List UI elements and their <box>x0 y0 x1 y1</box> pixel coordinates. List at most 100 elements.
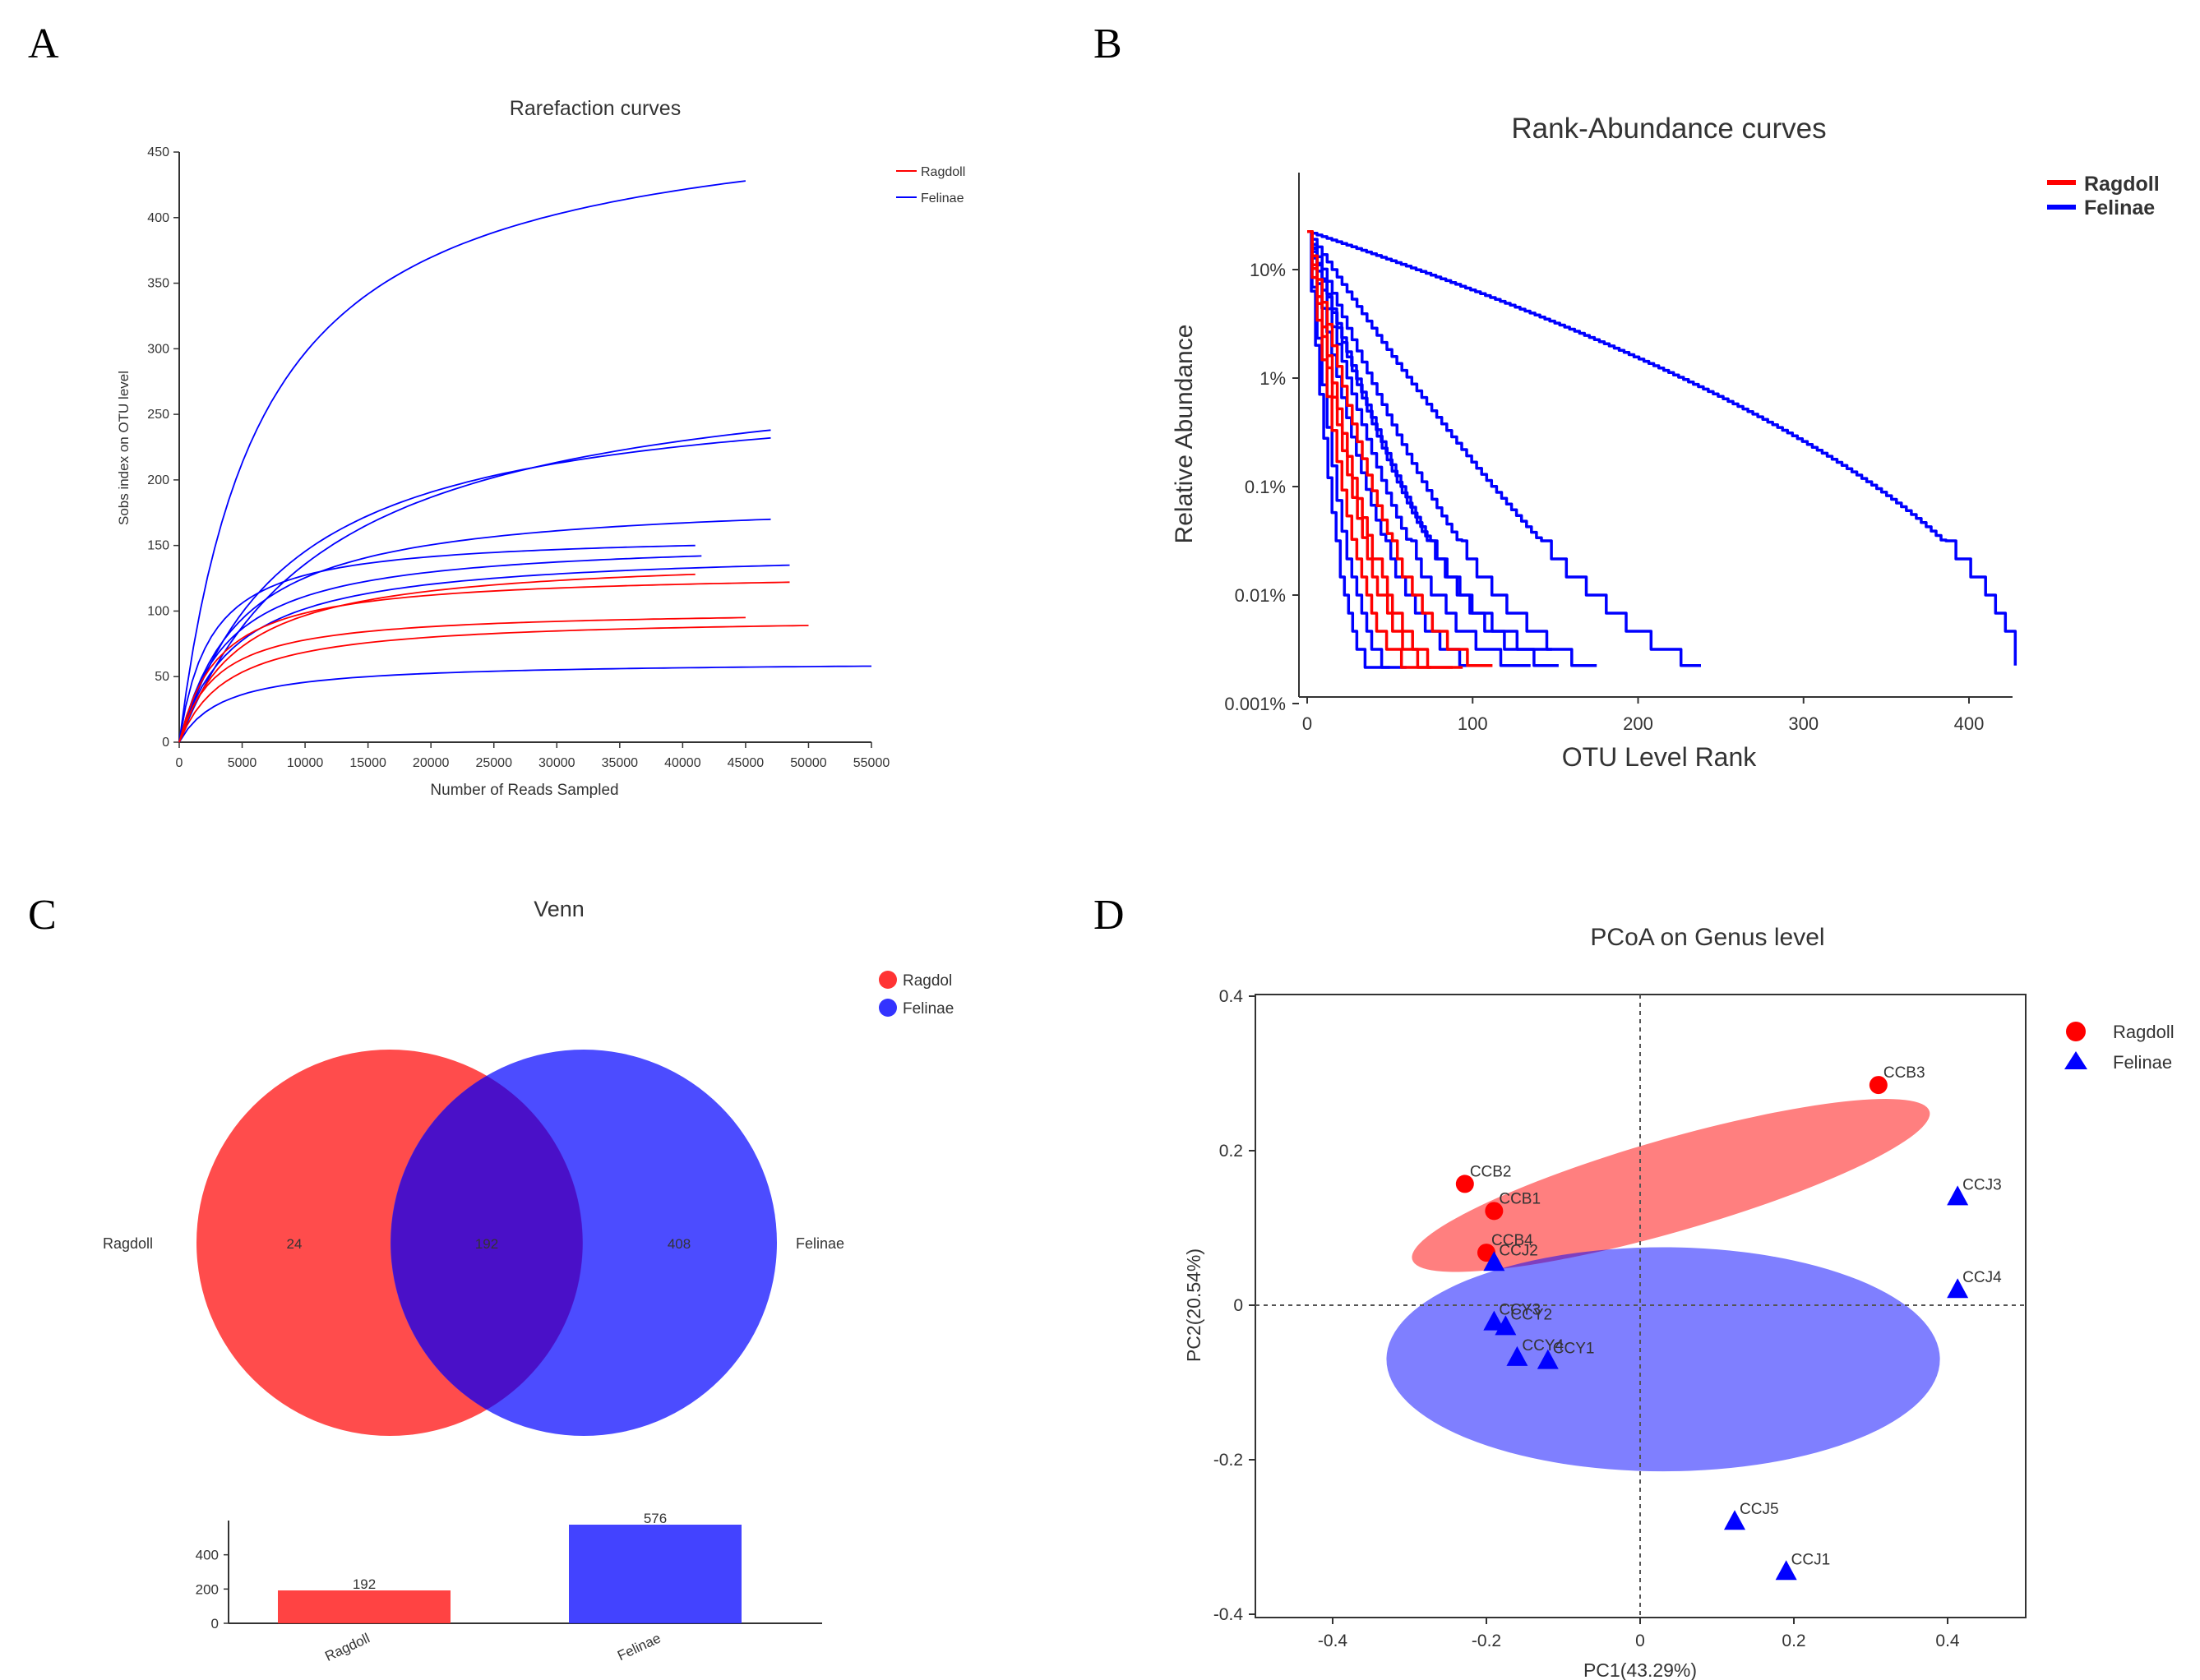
rarefaction-x-tick-label: 0 <box>176 756 183 770</box>
rarefaction-y-tick-label: 150 <box>147 539 169 553</box>
pcoa-y-tick-label: 0.4 <box>1219 987 1244 1006</box>
venn-intersection <box>391 1076 583 1410</box>
venn-bar-y-tick-label: 400 <box>196 1548 219 1563</box>
pcoa-x-label: PC1(43.29%) <box>1583 1659 1697 1680</box>
pcoa-ellipse-felinae <box>1386 1247 1940 1472</box>
rarefaction-curve-felinae <box>178 518 771 743</box>
rank-abundance-x-tick-label: 300 <box>1788 713 1819 734</box>
pcoa-point-label: CCJ4 <box>1962 1269 2002 1286</box>
pcoa-point-label: CCB2 <box>1470 1163 1512 1180</box>
rarefaction-y-label: Sobs index on OTU level <box>116 371 132 525</box>
rarefaction-x-tick-label: 30000 <box>538 756 575 770</box>
venn-count-shared: 192 <box>475 1236 498 1252</box>
pcoa-point-ccj3 <box>1947 1185 1969 1206</box>
rarefaction-curve-felinae <box>178 429 771 743</box>
pcoa-point-label: CCY2 <box>1510 1306 1552 1323</box>
venn-set-label-felinae: Felinae <box>796 1235 844 1252</box>
rarefaction-y-tick-label: 350 <box>147 277 169 291</box>
legend-label-felinae: Felinae <box>2113 1052 2172 1073</box>
panel-label-c: C <box>28 892 57 939</box>
rank-abundance-panel: Rank-Abundance curves 0 100 200 300 400 10% 1%… <box>1171 113 2160 772</box>
pcoa-x-tick-label: -0.4 <box>1318 1632 1348 1650</box>
rank-abundance-curve-felinae <box>1307 230 1701 667</box>
pcoa-x-tick-label: 0.2 <box>1782 1632 1805 1650</box>
rank-abundance-x-tick-label: 400 <box>1954 713 1985 734</box>
rarefaction-title: Rarefaction curves <box>510 97 681 120</box>
pcoa-point-label: CCY3 <box>1499 1302 1541 1319</box>
venn-bar-felinae <box>569 1525 742 1623</box>
legend-label-felinae: Felinae <box>2084 196 2155 219</box>
legend-label-ragdol: Ragdol <box>903 972 952 990</box>
pcoa-point-label: CCB3 <box>1883 1064 1925 1082</box>
rarefaction-y-tick-label: 100 <box>147 604 169 618</box>
rarefaction-x-tick-label: 20000 <box>413 756 450 770</box>
pcoa-point-ccb2 <box>1455 1175 1474 1193</box>
rank-abundance-y-tick-label: 1% <box>1259 368 1286 389</box>
pcoa-point-ccb1 <box>1485 1202 1504 1221</box>
rank-abundance-x-label: OTU Level Rank <box>1562 742 1758 772</box>
rarefaction-x-tick-label: 45000 <box>728 756 765 770</box>
pcoa-point-label: CCB1 <box>1499 1190 1541 1207</box>
rank-abundance-legend: Ragdoll Felinae <box>2047 173 2160 219</box>
rarefaction-x-label: Number of Reads Sampled <box>430 782 618 799</box>
rarefaction-curve-felinae <box>178 436 771 743</box>
rarefaction-curve-ragdoll <box>178 573 696 743</box>
rarefaction-legend: Ragdoll Felinae <box>896 165 965 205</box>
venn-count-ragdoll-only: 24 <box>287 1236 303 1252</box>
pcoa-point-ccy1 <box>1537 1349 1559 1369</box>
rank-abundance-x-tick-label: 0 <box>1302 713 1312 734</box>
legend-label-ragdoll: Ragdoll <box>2084 173 2160 196</box>
panel-label-d: D <box>1093 892 1125 939</box>
legend-dot-felinae <box>879 999 897 1017</box>
pcoa-point-label: CCY4 <box>1522 1337 1564 1355</box>
pcoa-point-label: CCJ2 <box>1499 1242 1538 1259</box>
pcoa-point-label: CCB4 <box>1491 1232 1533 1249</box>
pcoa-x-tick-label: -0.2 <box>1472 1632 1501 1650</box>
rank-abundance-x-tick-label: 100 <box>1458 713 1488 734</box>
rank-abundance-curve-felinae <box>1307 230 1597 667</box>
rarefaction-y-tick-label: 450 <box>147 145 169 159</box>
venn-bar-value-label: 576 <box>644 1511 667 1526</box>
rank-abundance-y-tick-label: 0.1% <box>1245 477 1286 497</box>
venn-bar-category-label: Felinae <box>615 1630 663 1664</box>
legend-label-felinae: Felinae <box>921 192 964 205</box>
pcoa-x-tick-label: 0 <box>1635 1632 1645 1650</box>
rarefaction-curve-felinae <box>178 665 871 743</box>
pcoa-y-tick-label: 0 <box>1233 1296 1243 1315</box>
venn-count-felinae-only: 408 <box>668 1236 691 1252</box>
rarefaction-y-tick-label: 200 <box>147 473 169 487</box>
pcoa-x-tick-label: 0.4 <box>1935 1632 1960 1650</box>
legend-dot-ragdol <box>879 971 897 989</box>
rarefaction-curve-felinae <box>178 544 696 743</box>
legend-label-felinae: Felinae <box>903 1000 954 1018</box>
rarefaction-y-tick-label: 50 <box>155 670 169 684</box>
venn-set-label-ragdoll: Ragdoll <box>103 1235 153 1252</box>
rarefaction-curve-felinae <box>178 180 746 743</box>
rank-abundance-curve-felinae <box>1307 230 1407 669</box>
venn-bar-value-label: 192 <box>353 1576 376 1592</box>
rank-abundance-curve-felinae <box>1307 230 2017 666</box>
legend-label-ragdoll: Ragdoll <box>921 165 965 179</box>
rank-abundance-y-tick-label: 0.001% <box>1224 694 1286 714</box>
rank-abundance-curve-ragdoll <box>1307 230 1463 669</box>
rarefaction-y-tick-label: 0 <box>162 736 169 750</box>
venn-bar-ragdoll <box>278 1590 451 1623</box>
rarefaction-panel: Rarefaction curves 0 5000 10000 15000 20000 2… <box>116 97 965 799</box>
rank-abundance-curve-felinae <box>1307 230 1552 651</box>
rank-abundance-curve-felinae <box>1307 230 1531 667</box>
pcoa-point-label: CCY1 <box>1553 1341 1595 1358</box>
pcoa-point-ccb3 <box>1869 1076 1888 1095</box>
rarefaction-x-tick-label: 25000 <box>475 756 512 770</box>
rank-abundance-curve-ragdoll <box>1307 230 1431 669</box>
venn-legend: Ragdol Felinae <box>879 971 954 1018</box>
rank-abundance-title: Rank-Abundance curves <box>1511 113 1826 145</box>
pcoa-point-ccj4 <box>1947 1278 1969 1299</box>
pcoa-point-label: CCJ5 <box>1740 1501 1779 1518</box>
rank-abundance-curve-felinae <box>1307 230 1559 667</box>
rarefaction-y-tick-label: 300 <box>147 342 169 356</box>
panel-label-a: A <box>28 21 59 67</box>
rarefaction-x-tick-label: 5000 <box>228 756 257 770</box>
venn-bar-category-label: Ragdoll <box>322 1630 372 1664</box>
rarefaction-x-tick-label: 40000 <box>664 756 701 770</box>
pcoa-y-tick-label: 0.2 <box>1219 1142 1243 1161</box>
